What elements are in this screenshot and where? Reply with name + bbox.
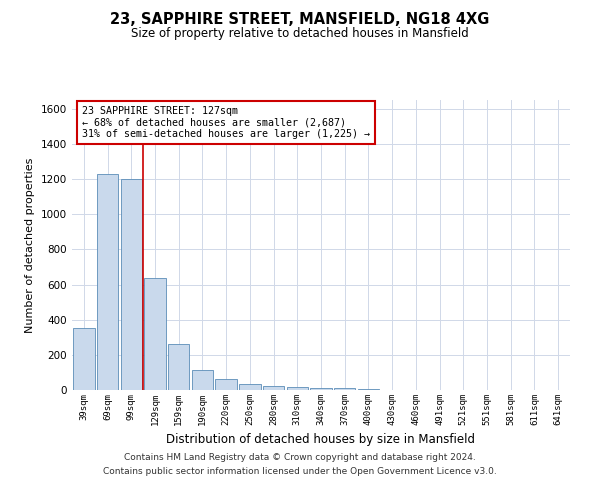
- Bar: [239, 384, 260, 390]
- Bar: [168, 344, 190, 390]
- Bar: [192, 370, 213, 390]
- Bar: [358, 389, 379, 390]
- Y-axis label: Number of detached properties: Number of detached properties: [25, 158, 35, 332]
- Bar: [121, 179, 142, 390]
- Bar: [145, 278, 166, 390]
- Bar: [263, 386, 284, 390]
- Text: 23 SAPPHIRE STREET: 127sqm
← 68% of detached houses are smaller (2,687)
31% of s: 23 SAPPHIRE STREET: 127sqm ← 68% of deta…: [82, 106, 370, 139]
- Text: Size of property relative to detached houses in Mansfield: Size of property relative to detached ho…: [131, 28, 469, 40]
- Bar: [215, 378, 237, 390]
- Bar: [334, 388, 355, 390]
- Text: Contains HM Land Registry data © Crown copyright and database right 2024.: Contains HM Land Registry data © Crown c…: [124, 454, 476, 462]
- Bar: [97, 174, 118, 390]
- Text: Contains public sector information licensed under the Open Government Licence v3: Contains public sector information licen…: [103, 467, 497, 476]
- Bar: [310, 388, 332, 390]
- X-axis label: Distribution of detached houses by size in Mansfield: Distribution of detached houses by size …: [167, 434, 476, 446]
- Text: 23, SAPPHIRE STREET, MANSFIELD, NG18 4XG: 23, SAPPHIRE STREET, MANSFIELD, NG18 4XG: [110, 12, 490, 28]
- Bar: [73, 328, 95, 390]
- Bar: [287, 388, 308, 390]
